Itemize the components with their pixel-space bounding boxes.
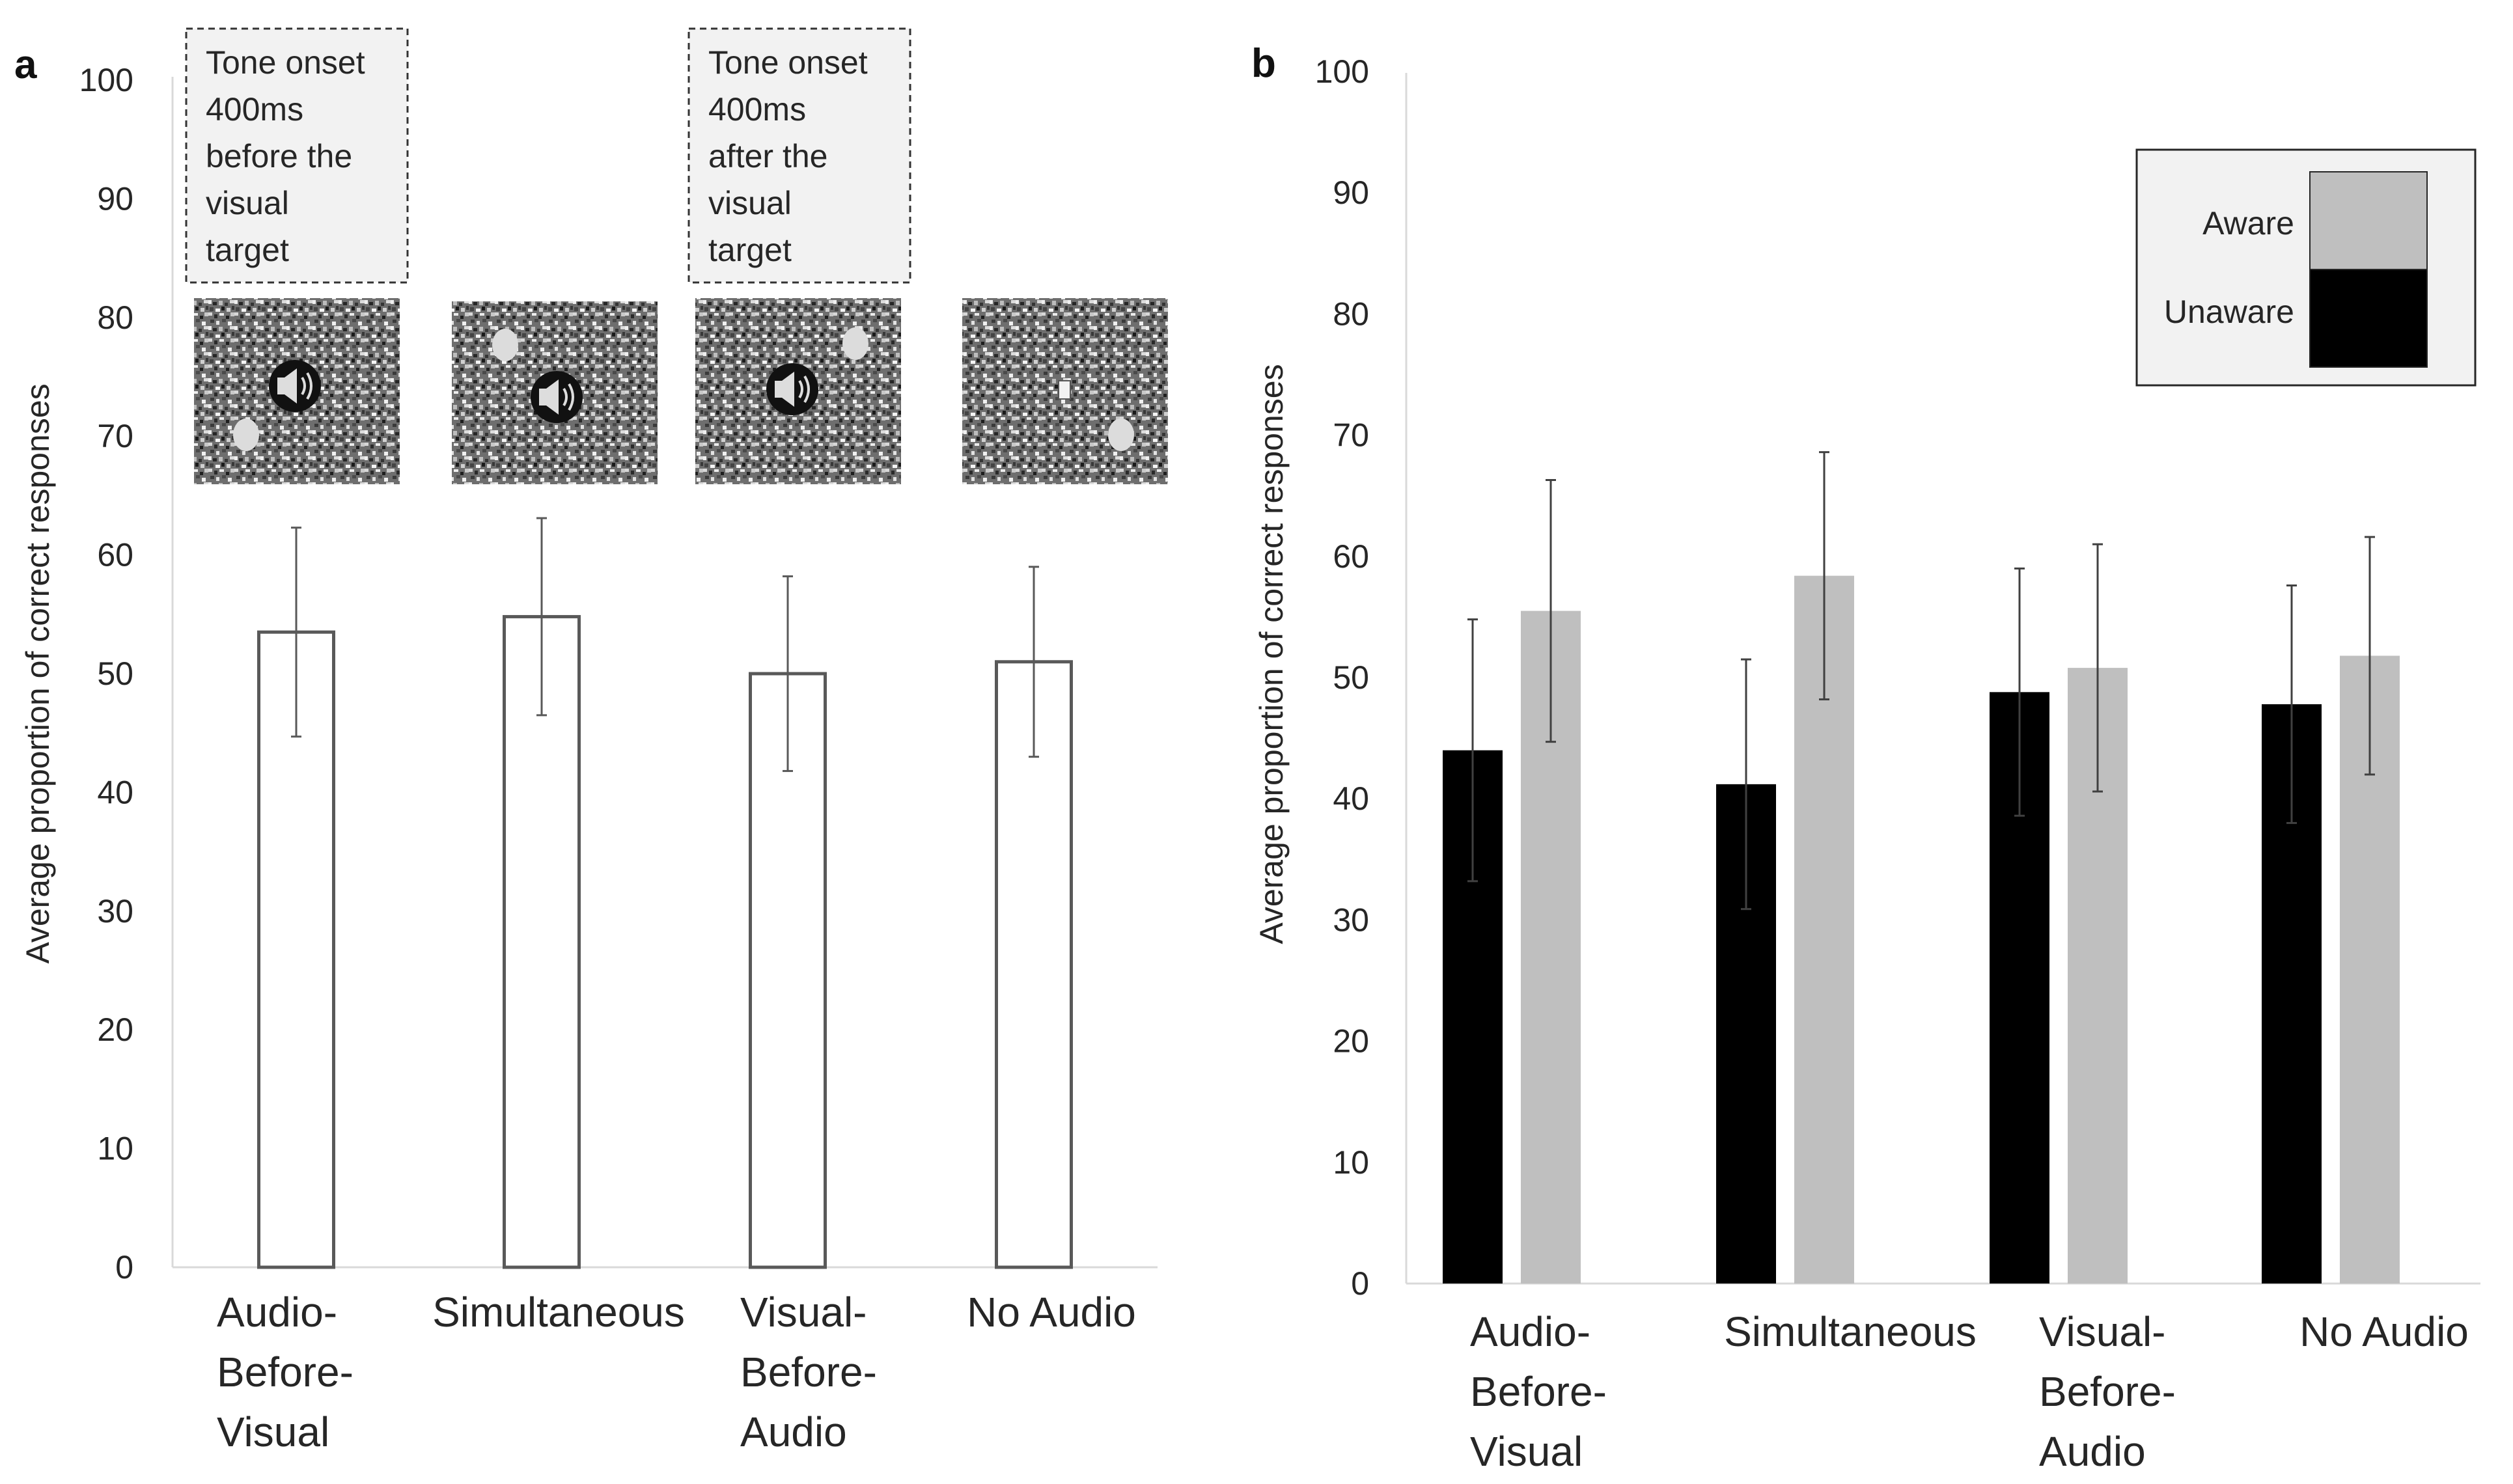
- speaker-icon: [766, 363, 818, 415]
- legend-label-unaware: Unaware: [2164, 294, 2294, 330]
- note-after-line: 400ms: [708, 91, 806, 128]
- note-after: Tone onset 400ms after the visual target: [687, 27, 911, 284]
- y-tick-label: 80: [97, 299, 133, 336]
- stimulus-thumbnail: [452, 301, 658, 484]
- panel-b-letter: b: [1251, 41, 1276, 86]
- note-before-line: before the: [206, 138, 352, 174]
- y-tick-label: 40: [1333, 780, 1369, 817]
- y-tick-label: 20: [1333, 1023, 1369, 1060]
- bar-all: [995, 660, 1073, 1269]
- category-label: Simultaneous: [1724, 1308, 1977, 1355]
- error-bar: [1546, 478, 1556, 743]
- y-tick-label: 80: [1333, 295, 1369, 332]
- error-bar: [2365, 536, 2375, 776]
- y-tick-label: 50: [1333, 659, 1369, 696]
- y-tick-label: 20: [97, 1011, 133, 1048]
- error-bar: [291, 527, 301, 738]
- y-tick-label: 30: [1333, 901, 1369, 938]
- error-bar: [1029, 566, 1039, 758]
- y-tick-label: 30: [97, 893, 133, 929]
- panel-a-category-labels: Audio-Before-Visual Simultaneous Visual-Be…: [217, 1289, 1136, 1455]
- category-label: Simultaneous: [432, 1289, 685, 1336]
- note-before-line: Tone onset: [206, 44, 365, 81]
- note-before-line: target: [206, 232, 289, 268]
- note-before-line: 400ms: [206, 91, 303, 128]
- y-tick-label: 0: [115, 1249, 133, 1285]
- category-label: Visual-Before-Audio: [2039, 1308, 2176, 1475]
- legend-swatch-aware: [2309, 171, 2428, 270]
- error-bar: [536, 517, 547, 717]
- note-after-line: visual: [708, 185, 792, 221]
- note-after-line: Tone onset: [708, 44, 868, 81]
- y-tick-label: 50: [97, 655, 133, 692]
- legend-label-aware: Aware: [2202, 205, 2294, 241]
- note-after-box: [687, 27, 911, 284]
- y-tick-label: 60: [97, 537, 133, 573]
- note-before-line: visual: [206, 185, 289, 221]
- category-label: Audio-Before-Visual: [217, 1289, 354, 1455]
- error-bar: [2092, 543, 2103, 793]
- y-tick-label: 70: [97, 418, 133, 454]
- error-bar: [2286, 584, 2297, 824]
- panel-a-letter: a: [14, 42, 37, 87]
- error-bar: [1819, 451, 1829, 701]
- legend-swatch-unaware: [2309, 269, 2428, 368]
- legend: Aware Unaware: [2135, 148, 2477, 387]
- fixation-icon: [1058, 380, 1071, 400]
- note-after-line: after the: [708, 138, 827, 174]
- stimulus-thumbnail: [194, 298, 400, 484]
- panel-a-y-ticks: 0 10 20 30 40 50 60 70 80 90 100: [79, 62, 133, 1285]
- panel-b-category-labels: Audio-Before-Visual Simultaneous Visual-Be…: [1470, 1308, 2469, 1475]
- panel-a-chart: Average proportion of correct responses …: [20, 62, 1158, 1455]
- category-label: No Audio: [967, 1289, 1136, 1336]
- bar-all: [257, 630, 335, 1269]
- panel-b-bars: [1443, 451, 2400, 1284]
- error-bar: [1467, 618, 1478, 883]
- y-tick-label: 10: [1333, 1144, 1369, 1181]
- speaker-icon: [269, 360, 321, 412]
- error-bar: [1741, 658, 1751, 911]
- y-tick-label: 100: [79, 62, 133, 98]
- panel-a-bars: [257, 517, 1073, 1269]
- stimulus-thumbnail: [962, 298, 1168, 484]
- category-label: Audio-Before-Visual: [1470, 1308, 1607, 1475]
- bar-all: [749, 672, 827, 1269]
- panel-b-y-axis-label: Average proportion of correct responses: [1253, 364, 1290, 944]
- y-tick-label: 70: [1333, 417, 1369, 454]
- panel-b-chart: Average proportion of correct responses …: [1253, 53, 2480, 1475]
- y-tick-label: 0: [1351, 1265, 1369, 1302]
- error-bar: [783, 575, 793, 773]
- stimulus-thumbnail: [695, 298, 901, 484]
- y-tick-label: 40: [97, 774, 133, 810]
- y-tick-label: 10: [97, 1131, 133, 1167]
- error-bar: [2014, 567, 2025, 817]
- note-before-box: [185, 27, 409, 284]
- speaker-icon: [531, 371, 583, 423]
- note-before: Tone onset 400ms before the visual targe…: [185, 27, 409, 284]
- bar-all: [503, 614, 581, 1269]
- y-tick-label: 60: [1333, 538, 1369, 575]
- panel-a-y-axis-label: Average proportion of correct responses: [20, 383, 56, 963]
- y-tick-label: 100: [1315, 53, 1369, 90]
- panel-b-y-ticks: 0 10 20 30 40 50 60 70 80 90 100: [1315, 53, 1369, 1302]
- category-label: Visual-Before-Audio: [740, 1289, 877, 1455]
- y-tick-label: 90: [97, 180, 133, 217]
- category-label: No Audio: [2299, 1308, 2469, 1355]
- note-after-line: target: [708, 232, 792, 268]
- y-tick-label: 90: [1333, 174, 1369, 211]
